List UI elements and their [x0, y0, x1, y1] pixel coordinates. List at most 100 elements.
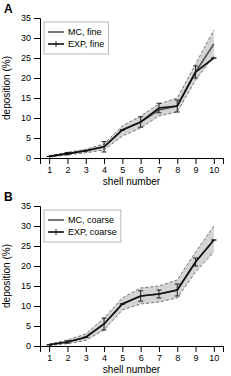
x-tick: 1 [47, 346, 52, 363]
x-tick: 7 [157, 158, 162, 175]
x-tick: 7 [157, 346, 162, 363]
plot-area: 1234567891005101520253035shell numberdep… [1, 13, 224, 187]
series-line [49, 240, 214, 345]
y-tick: 30 [21, 221, 40, 231]
x-tick-mark [141, 158, 142, 164]
y-tick-label: 30 [21, 33, 31, 43]
x-tick-mark [67, 158, 68, 164]
y-tick-label: 15 [21, 281, 31, 291]
error-bar [193, 66, 198, 78]
x-tick: 6 [139, 158, 144, 175]
y-tick: 30 [21, 33, 40, 43]
legend-swatch [48, 31, 64, 33]
x-tick-mark [177, 158, 178, 164]
legend: MC, fineEXP, fine [44, 22, 108, 54]
error-bar [211, 58, 216, 59]
error-bar [120, 130, 125, 131]
y-axis-title: deposition (%) [1, 56, 12, 120]
chart: 1234567891005101520253035shell numberdep… [0, 0, 231, 376]
x-tick: 10 [209, 346, 219, 363]
y-tick-label: 15 [21, 93, 31, 103]
series-line [49, 58, 214, 156]
y-tick-label: 10 [21, 301, 31, 311]
legend-item: EXP, fine [48, 39, 104, 49]
error-bar [83, 150, 88, 151]
x-tick-mark [196, 346, 197, 352]
y-tick-label: 0 [26, 341, 31, 351]
x-tick-label: 2 [65, 353, 70, 363]
y-tick: 15 [21, 93, 40, 103]
x-tick-mark [104, 158, 105, 164]
error-bar [156, 103, 161, 113]
x-tick-mark [177, 346, 178, 352]
x-tick-label: 7 [157, 165, 162, 175]
x-tick: 8 [175, 158, 180, 175]
series-line [49, 240, 214, 345]
error-bar [138, 117, 143, 127]
y-tick-label: 20 [21, 261, 31, 271]
error-bar [211, 240, 216, 241]
x-tick-label: 8 [175, 165, 180, 175]
y-tick: 20 [21, 261, 40, 271]
y-tick: 35 [21, 201, 40, 211]
error-bar [47, 344, 52, 345]
x-tick: 10 [209, 158, 219, 175]
y-tick-mark [34, 326, 40, 327]
panel-label: B [4, 190, 13, 204]
legend-swatch [48, 219, 64, 221]
error-bar [102, 142, 107, 152]
x-axis-title: shell number [103, 176, 161, 187]
y-tick-label: 5 [26, 133, 31, 143]
x-tick-mark [159, 158, 160, 164]
x-tick-mark [49, 158, 50, 164]
y-tick-mark [34, 98, 40, 99]
x-tick: 8 [175, 346, 180, 363]
y-tick-mark [34, 306, 40, 307]
y-tick: 10 [21, 113, 40, 123]
y-tick-label: 20 [21, 73, 31, 83]
legend-box [44, 22, 108, 54]
x-axis-title: shell number [103, 364, 161, 375]
x-tick-mark [122, 346, 123, 352]
x-tick-label: 5 [120, 353, 125, 363]
x-tick-mark [214, 346, 215, 352]
series-line [49, 44, 214, 156]
legend-swatch-errorbar [56, 41, 57, 47]
y-tick: 25 [21, 53, 40, 63]
band-lower [49, 56, 214, 157]
y-tick-label: 5 [26, 321, 31, 331]
band-upper [49, 30, 214, 156]
y-tick-mark [34, 18, 40, 19]
x-tick-label: 8 [175, 353, 180, 363]
error-bar [120, 304, 125, 305]
x-tick-mark [104, 346, 105, 352]
error-bar [156, 290, 161, 298]
x-axis: 12345678910 [41, 158, 224, 175]
y-axis-line [34, 207, 41, 347]
error-bar [175, 100, 180, 112]
y-tick-label: 0 [26, 153, 31, 163]
x-tick-label: 4 [102, 353, 107, 363]
band-lower [49, 252, 214, 346]
error-bar [47, 156, 52, 157]
y-tick-mark [34, 58, 40, 59]
y-axis-title: deposition (%) [1, 244, 12, 308]
y-tick-mark [34, 286, 40, 287]
legend-item: MC, coarse [48, 215, 114, 225]
x-tick-mark [49, 346, 50, 352]
error-bar [193, 258, 198, 266]
y-tick: 20 [21, 73, 40, 83]
x-tick-mark [122, 158, 123, 164]
y-tick-mark [34, 138, 40, 139]
y-tick-label: 35 [21, 201, 31, 211]
y-tick-mark [34, 158, 40, 159]
x-tick: 9 [194, 346, 199, 363]
y-axis-line [34, 19, 41, 159]
y-tick: 35 [21, 13, 40, 23]
x-tick-mark [196, 158, 197, 164]
x-tick-label: 4 [102, 165, 107, 175]
band [49, 226, 214, 346]
data-marks [47, 226, 217, 346]
band [49, 30, 214, 157]
error-bar [102, 318, 107, 330]
